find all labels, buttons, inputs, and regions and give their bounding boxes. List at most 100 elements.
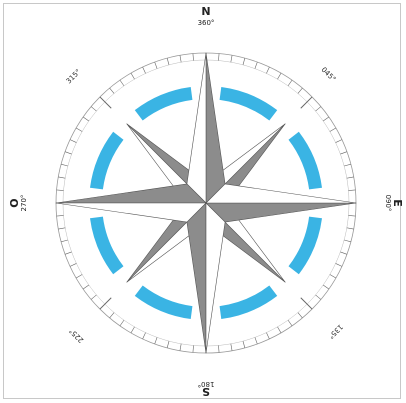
star-point-dark-half — [186, 202, 207, 354]
degree-tick — [179, 55, 182, 63]
degree-tick — [119, 79, 125, 87]
degree-tick — [142, 66, 146, 74]
degree-tick — [142, 332, 146, 340]
degree-tick — [109, 87, 115, 94]
east-label: E — [391, 199, 404, 207]
degree-tick — [99, 297, 112, 310]
degree-tick — [166, 341, 170, 348]
ring-segment — [90, 216, 124, 275]
degree-tick — [154, 61, 158, 69]
figure-border — [3, 3, 401, 399]
degree-tick — [192, 53, 194, 61]
degree-tick — [179, 343, 182, 351]
degree-tick — [340, 251, 348, 255]
degree-tick — [346, 227, 354, 230]
star-point-light-half — [55, 202, 207, 223]
west-label: O — [8, 198, 21, 207]
degree-tick — [266, 66, 270, 74]
degree-tick — [242, 341, 246, 348]
degree-label-east: 090° — [384, 195, 392, 212]
degree-tick — [335, 139, 343, 143]
degree-tick — [277, 326, 282, 334]
degree-tick — [119, 319, 125, 327]
degree-label-northeast: 045° — [320, 66, 338, 84]
degree-tick — [218, 345, 220, 353]
degree-tick — [154, 337, 158, 345]
degree-tick — [109, 312, 115, 319]
degree-tick — [329, 274, 337, 279]
degree-tick — [329, 127, 337, 132]
star-point-light-half — [186, 52, 207, 204]
degree-tick — [348, 215, 356, 217]
star-points — [55, 52, 357, 354]
ring-segment — [219, 285, 278, 319]
degree-tick — [315, 294, 322, 300]
degree-tick — [61, 239, 68, 243]
degree-tick — [56, 215, 64, 217]
star-point-dark-half — [205, 202, 357, 223]
degree-tick — [69, 263, 77, 267]
degree-tick — [58, 227, 66, 230]
degree-tick — [82, 116, 90, 122]
degree-tick — [192, 345, 194, 353]
ring-segment — [134, 87, 193, 121]
degree-tick — [254, 337, 258, 345]
ring-segment — [288, 216, 322, 275]
degree-tick — [230, 55, 233, 63]
degree-tick — [56, 189, 64, 191]
degree-tick — [322, 284, 330, 290]
degree-tick — [254, 61, 258, 69]
degree-tick — [75, 127, 83, 132]
degree-tick — [69, 139, 77, 143]
degree-tick — [75, 274, 83, 279]
blue-ring-segments — [90, 87, 322, 319]
degree-tick — [287, 319, 293, 327]
degree-tick — [130, 72, 135, 80]
degree-tick — [315, 106, 322, 112]
degree-tick — [64, 251, 72, 255]
north-label: N — [201, 5, 210, 18]
degree-label-west: 270° — [20, 195, 28, 212]
degree-tick — [277, 72, 282, 80]
degree-label-northwest: 315° — [65, 68, 83, 86]
degree-tick — [287, 79, 293, 87]
degree-tick — [348, 189, 356, 191]
degree-tick — [242, 58, 246, 65]
degree-tick — [344, 163, 351, 167]
degree-tick — [230, 343, 233, 351]
degree-tick — [300, 96, 313, 109]
ring-segment — [288, 131, 322, 190]
degree-label-southeast: 135° — [327, 323, 345, 341]
star-point-dark-half — [205, 52, 226, 204]
degree-tick — [218, 53, 220, 61]
star-point-dark-half — [55, 183, 207, 204]
star-point-light-half — [205, 183, 357, 204]
ring-segment — [90, 131, 124, 190]
degree-tick — [346, 176, 354, 179]
degree-tick — [99, 96, 112, 109]
degree-tick — [340, 151, 348, 155]
ring-segment — [134, 285, 193, 319]
degree-tick — [344, 239, 351, 243]
degree-tick — [297, 87, 303, 94]
south-label: S — [202, 385, 210, 398]
degree-tick — [90, 106, 97, 112]
degree-tick — [335, 263, 343, 267]
star-point-light-half — [205, 202, 226, 354]
degree-tick — [130, 326, 135, 334]
degree-label-southwest: 225° — [68, 327, 86, 345]
degree-tick — [266, 332, 270, 340]
degree-tick — [90, 294, 97, 300]
degree-tick — [61, 163, 68, 167]
degree-tick — [82, 284, 90, 290]
degree-tick — [297, 312, 303, 319]
degree-tick — [64, 151, 72, 155]
degree-label-north: 360° — [198, 19, 215, 27]
degree-tick — [300, 297, 313, 310]
degree-tick — [58, 176, 66, 179]
degree-label-south: 180° — [198, 380, 215, 388]
degree-tick — [166, 58, 170, 65]
degree-tick — [322, 116, 330, 122]
